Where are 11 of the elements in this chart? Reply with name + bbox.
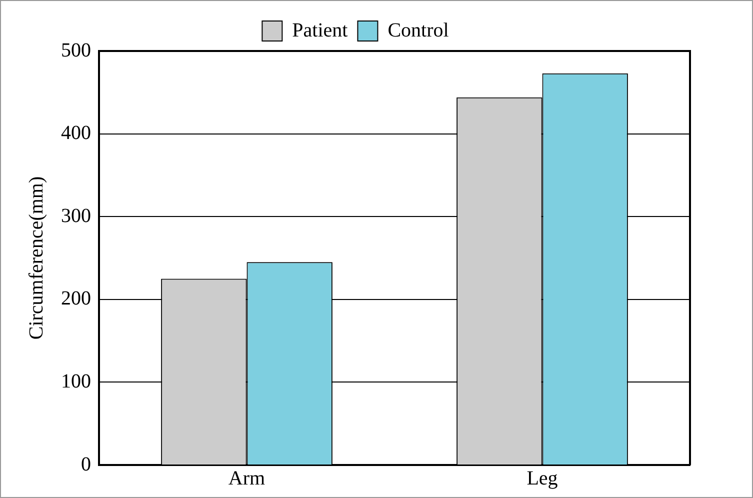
y-tick-label: 0: [81, 453, 91, 476]
y-tick-label: 400: [61, 122, 91, 144]
legend-label: Patient: [292, 19, 348, 42]
y-axis-title: Circumference(mm): [25, 176, 48, 340]
legend-label: Control: [388, 19, 450, 42]
y-tick-label: 200: [61, 288, 91, 310]
y-tick-label: 300: [61, 204, 91, 227]
x-tick-label: Leg: [526, 467, 558, 490]
x-tick-label: Arm: [228, 467, 266, 490]
y-tick-label: 100: [61, 370, 91, 392]
y-tick-label: 500: [61, 39, 91, 62]
